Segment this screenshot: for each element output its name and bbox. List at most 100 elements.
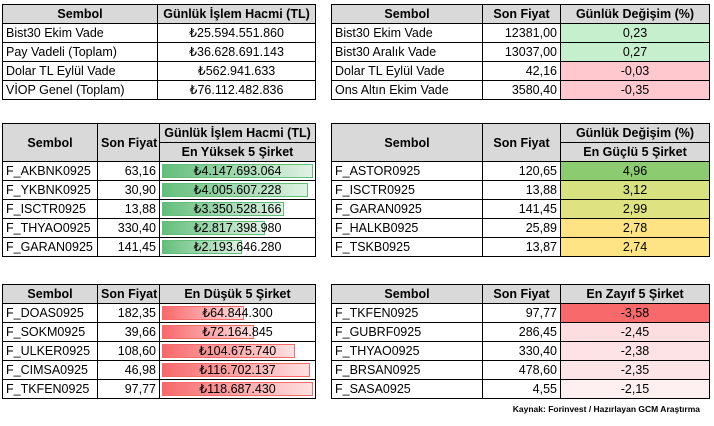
table-row: F_GUBRF0925 286,45 -2,45 [331,322,710,342]
volume-cell: ₺3.350.528.166 [159,199,316,219]
volume-cell: ₺116.702.137 [159,360,316,380]
change-cell: 0,27 [560,42,710,62]
table-row: F_GARAN0925 141,45 2,99 [331,199,710,219]
change-cell: -0,03 [560,61,710,81]
volume-bar [162,202,284,216]
table-row: Bist30 Ekim Vade ₺25.594.551.860 [2,23,316,43]
price-cell: 13037,00 [482,42,561,62]
symbol-cell: Bist30 Aralık Vade [331,42,483,62]
symbol-cell: F_GUBRF0925 [331,322,483,342]
symbol-cell: F_GARAN0925 [331,199,483,219]
symbol-cell: F_CIMSA0925 [2,360,98,380]
symbol-cell: Pay Vadeli (Toplam) [2,42,158,62]
table-row: Ons Altın Ekim Vade 3580,40 -0,35 [331,80,710,100]
summary-volume-table: Sembol Günlük İşlem Hacmi (TL) Bist30 Ek… [2,4,316,100]
change-cell: 2,99 [560,199,710,219]
volume-cell: ₺25.594.551.860 [157,23,316,43]
price-cell: 13,87 [482,237,561,257]
table-row: Dolar TL Eylül Vade 42,16 -0,03 [331,61,710,81]
price-cell: 63,16 [97,161,160,181]
price-cell: 30,90 [97,180,160,200]
volume-value: ₺2.193.646.280 [193,240,282,254]
change-cell: 3,12 [560,180,710,200]
table-row: F_TSKB0925 13,87 2,74 [331,237,710,257]
symbol-cell: F_ASTOR0925 [331,161,483,181]
symbol-cell: F_TKFEN0925 [331,303,483,323]
price-cell: 182,35 [97,303,160,323]
price-cell: 330,40 [97,218,160,238]
volume-bar [162,221,265,235]
change-cell: 0,23 [560,23,710,43]
change-cell: 2,78 [560,218,710,238]
volume-value: ₺3.350.528.166 [193,202,282,216]
volume-bar [162,164,313,178]
table-row: F_HALKB0925 25,89 2,78 [331,218,710,238]
top-volume-table: Sembol Son Fiyat Günlük İşlem Hacmi (TL)… [2,123,316,257]
price-cell: 12381,00 [482,23,561,43]
price-cell: 478,60 [482,360,561,380]
price-cell: 108,60 [97,341,160,361]
table-row: F_AKBNK0925 63,16 ₺4.147.693.064 [2,161,316,181]
symbol-cell: F_GARAN0925 [2,237,98,257]
volume-cell: ₺2.193.646.280 [159,237,316,257]
column-header: Sembol [2,4,158,24]
volume-cell: ₺104.675.740 [159,341,316,361]
volume-bar [162,306,244,320]
column-header: Son Fiyat [482,4,561,24]
volume-cell: ₺64.844.300 [159,303,316,323]
column-header: Son Fiyat [482,123,561,162]
top-losers-table: Sembol Son Fiyat En Zayıf 5 Şirket F_TKF… [331,284,710,399]
table-row: F_SASA0925 4,55 -2,15 [331,379,710,399]
table-row: F_SOKM0925 39,66 ₺72.164.845 [2,322,316,342]
table-row: F_TKFEN0925 97,77 -3,58 [331,303,710,323]
summary-change-table: Sembol Son Fiyat Günlük Değişim (%) Bist… [331,4,710,100]
symbol-cell: F_HALKB0925 [331,218,483,238]
column-header: Günlük Değişim (%) [560,4,710,24]
volume-bar [162,382,313,396]
symbol-cell: Bist30 Ekim Vade [331,23,483,43]
symbol-cell: F_ISCTR0925 [2,199,98,219]
table-row: F_CIMSA0925 46,98 ₺116.702.137 [2,360,316,380]
volume-cell: ₺36.628.691.143 [157,42,316,62]
price-cell: 3580,40 [482,80,561,100]
symbol-cell: F_AKBNK0925 [2,161,98,181]
subheader: En Yüksek 5 Şirket [159,142,316,162]
table-row: F_ASTOR0925 120,65 4,96 [331,161,710,181]
top-gainers-table: Sembol Son Fiyat Günlük Değişim (%) En G… [331,123,710,257]
volume-cell: ₺76.112.482.836 [157,80,316,100]
low-volume-table: Sembol Son Fiyat En Düşük 5 Şirket F_DOA… [2,284,316,399]
table-row: Bist30 Aralık Vade 13037,00 0,27 [331,42,710,62]
price-cell: 120,65 [482,161,561,181]
volume-bar [162,325,254,339]
price-cell: 46,98 [97,360,160,380]
subheader: En Güçlü 5 Şirket [560,142,710,162]
volume-cell: ₺562.941.633 [157,61,316,81]
symbol-cell: VİOP Genel (Toplam) [2,80,158,100]
column-header: Günlük İşlem Hacmi (TL) [157,4,316,24]
volume-value: ₺2.817.398.980 [193,221,282,235]
price-cell: 330,40 [482,341,561,361]
volume-bar [162,363,310,377]
table-row: F_ISCTR0925 13,88 3,12 [331,180,710,200]
column-header: Son Fiyat [97,284,160,304]
volume-value: ₺4.005.607.228 [193,183,282,197]
column-header: Günlük İşlem Hacmi (TL) [159,123,316,143]
volume-value: ₺4.147.693.064 [193,164,282,178]
column-header: Son Fiyat [482,284,561,304]
symbol-cell: F_BRSAN0925 [331,360,483,380]
symbol-cell: F_THYAO0925 [2,218,98,238]
volume-value: ₺64.844.300 [202,306,273,320]
symbol-cell: F_YKBNK0925 [2,180,98,200]
price-cell: 4,55 [482,379,561,399]
table-row: VİOP Genel (Toplam) ₺76.112.482.836 [2,80,316,100]
price-cell: 141,45 [482,199,561,219]
symbol-cell: Ons Altın Ekim Vade [331,80,483,100]
column-header: Sembol [331,4,483,24]
change-cell: -2,38 [560,341,710,361]
table-row: F_TKFEN0925 97,77 ₺118.687.430 [2,379,316,399]
price-cell: 42,16 [482,61,561,81]
change-cell: -2,35 [560,360,710,380]
volume-cell: ₺4.005.607.228 [159,180,316,200]
table-row: Pay Vadeli (Toplam) ₺36.628.691.143 [2,42,316,62]
change-cell: -3,58 [560,303,710,323]
